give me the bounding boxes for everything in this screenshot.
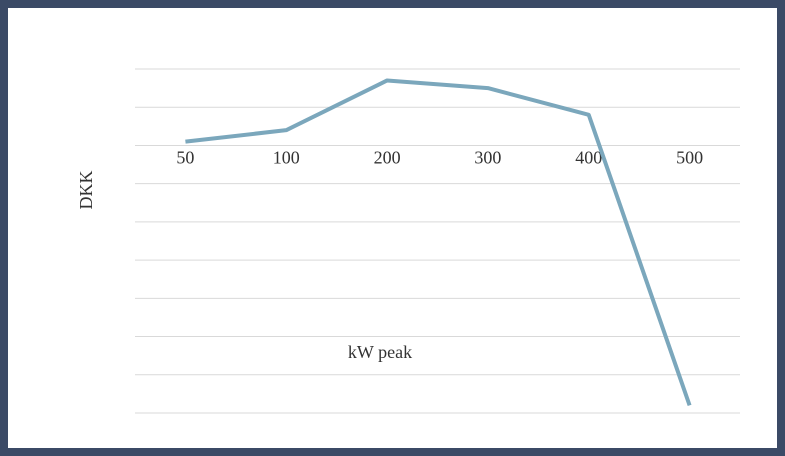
x-tick-label: 200 <box>374 148 401 168</box>
y-axis-label: DKK <box>76 171 96 210</box>
line-series <box>185 78 692 407</box>
x-tick-label: 100 <box>273 148 300 168</box>
x-tick-label: 300 <box>474 148 501 168</box>
x-tick-label: 400 <box>575 148 602 168</box>
x-tick-label: 500 <box>676 148 703 168</box>
x-axis-label: kW peak <box>348 342 412 362</box>
x-tick-label: 50 <box>176 148 194 168</box>
